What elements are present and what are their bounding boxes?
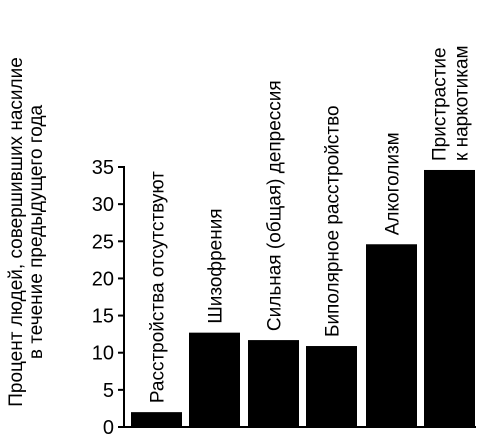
- category-label: Сильная (общая) депрессия: [265, 80, 286, 331]
- y-tick-label: 15: [92, 306, 114, 328]
- y-axis-label-line: Процент людей, совершивших насилие: [6, 57, 27, 407]
- bar: [248, 340, 299, 427]
- category-label: Шизофрения: [206, 208, 227, 323]
- category-label: к наркотикам: [452, 45, 473, 161]
- category-label: Биполярное расстройство: [323, 105, 344, 337]
- y-tick-label: 25: [92, 231, 114, 253]
- y-tick-label: 5: [103, 380, 114, 402]
- category-label: Расстройства отсутствуют: [148, 171, 169, 403]
- y-tick-label: 30: [92, 194, 114, 216]
- bar: [306, 346, 357, 427]
- category-labels: Расстройства отсутствуют Шизофрения Сильна…: [148, 45, 473, 403]
- bar: [366, 244, 417, 427]
- y-tick-label: 35: [92, 157, 114, 179]
- bar: [131, 412, 182, 427]
- category-label: Пристрастие: [430, 47, 451, 161]
- bars: [131, 169, 475, 427]
- y-axis-label: Процент людей, совершивших насилие в тече…: [6, 57, 47, 407]
- bar: [424, 169, 475, 427]
- y-tick-label: 0: [103, 417, 114, 439]
- y-tick-label: 10: [92, 343, 114, 365]
- category-label: Алкоголизм: [383, 132, 404, 235]
- y-axis-label-line: в течение предыдущего года: [26, 104, 47, 359]
- y-tick-label: 20: [92, 268, 114, 290]
- bar: [189, 332, 240, 427]
